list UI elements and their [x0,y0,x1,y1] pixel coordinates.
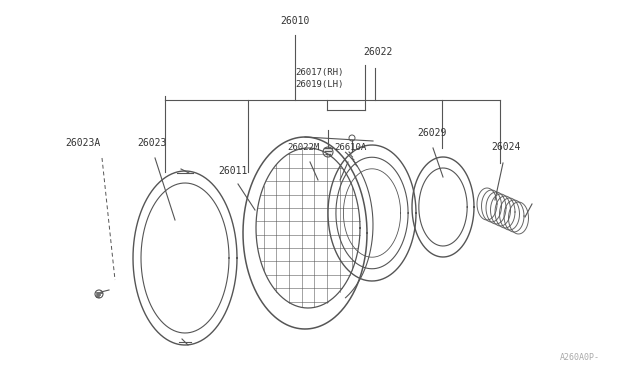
Text: 26022M: 26022M [287,143,319,152]
Text: 26023A: 26023A [65,138,100,148]
Text: 26022: 26022 [364,47,393,57]
Text: 26610A: 26610A [334,143,366,152]
Text: 26017(RH): 26017(RH) [295,68,344,77]
Text: 26011: 26011 [218,166,248,176]
Text: 26029: 26029 [417,128,447,138]
Text: 26024: 26024 [492,142,521,152]
Text: 26023: 26023 [138,138,166,148]
Text: 26010: 26010 [280,16,310,26]
Text: 26019(LH): 26019(LH) [295,80,344,89]
Text: A260A0P-: A260A0P- [560,353,600,362]
